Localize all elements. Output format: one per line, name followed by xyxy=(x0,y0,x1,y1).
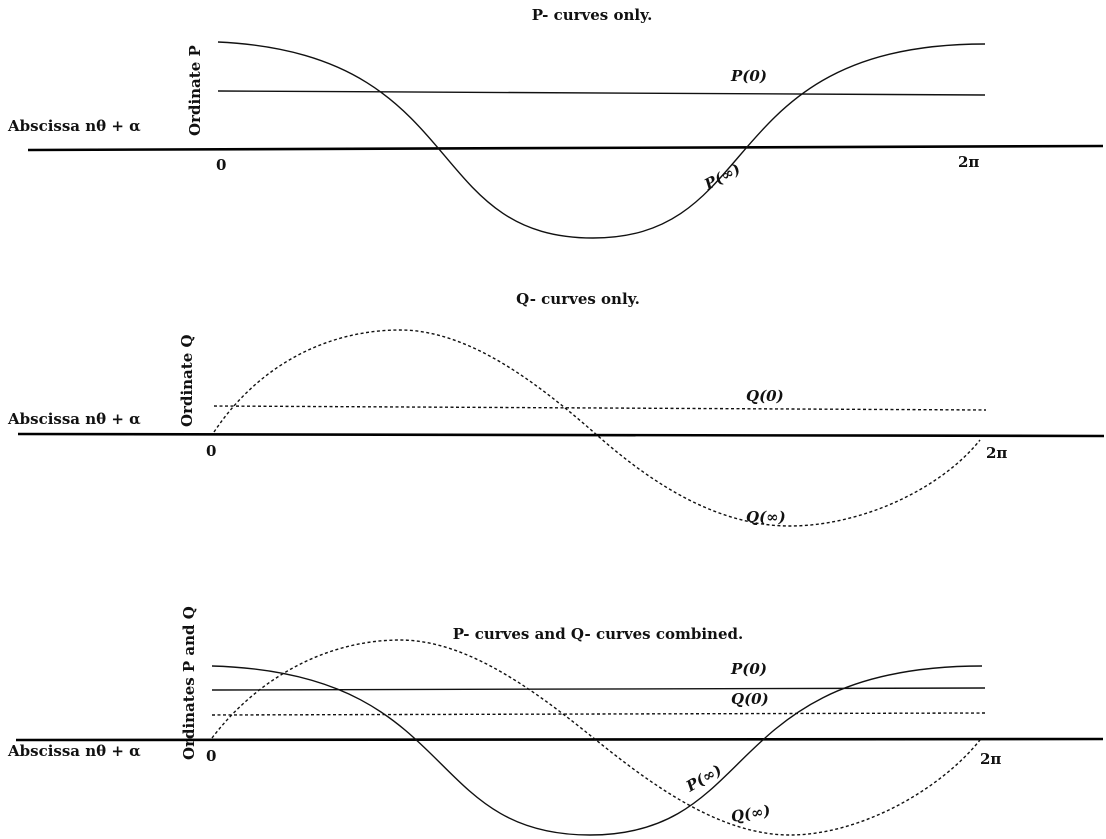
label-q-infinity: Q(∞) xyxy=(746,508,786,526)
curve-q-infinity xyxy=(211,639,981,836)
curve-p-zero xyxy=(217,90,986,96)
panel-q-curves: Q- curves only. Ordinate Q Abscissa nθ +… xyxy=(7,290,1105,527)
label-p-zero: P(0) xyxy=(730,67,767,85)
label-q-zero: Q(0) xyxy=(731,690,769,708)
ordinate-label: Ordinate Q xyxy=(178,334,196,427)
abscissa-label: Abscissa nθ + α xyxy=(7,117,141,135)
label-p-infinity: P(∞) xyxy=(701,160,744,194)
curve-p-infinity xyxy=(211,665,983,836)
panel-title: Q- curves only. xyxy=(516,290,640,308)
panel-title: P- curves and Q- curves combined. xyxy=(453,625,743,643)
abscissa-axis xyxy=(15,737,1104,742)
abscissa-axis xyxy=(17,432,1105,438)
panel-combined: P- curves and Q- curves combined. Ordina… xyxy=(7,606,1104,836)
curve-q-zero xyxy=(213,405,987,411)
label-p-infinity: P(∞) xyxy=(682,761,725,796)
panel-title: P- curves only. xyxy=(532,6,653,24)
panel-p-curves: P- curves only. Ordinate P Abscissa nθ +… xyxy=(7,6,1104,239)
label-q-infinity: Q(∞) xyxy=(730,801,772,826)
tick-zero: 0 xyxy=(206,747,216,765)
tick-zero: 0 xyxy=(216,156,226,174)
label-p-zero: P(0) xyxy=(730,660,767,678)
curve-q-zero xyxy=(211,712,986,716)
abscissa-axis xyxy=(27,144,1104,152)
abscissa-label: Abscissa nθ + α xyxy=(7,410,141,428)
tick-two-pi: 2π xyxy=(958,153,979,171)
ordinate-label: Ordinate P xyxy=(186,45,204,136)
curve-p-zero xyxy=(211,687,986,691)
tick-two-pi: 2π xyxy=(986,444,1007,462)
abscissa-label: Abscissa nθ + α xyxy=(7,742,141,760)
curve-p-infinity xyxy=(217,41,986,239)
label-q-zero: Q(0) xyxy=(746,387,784,405)
tick-zero: 0 xyxy=(206,442,216,460)
ordinate-label: Ordinates P and Q xyxy=(180,606,198,760)
curve-q-infinity xyxy=(213,329,981,527)
tick-two-pi: 2π xyxy=(980,750,1001,768)
